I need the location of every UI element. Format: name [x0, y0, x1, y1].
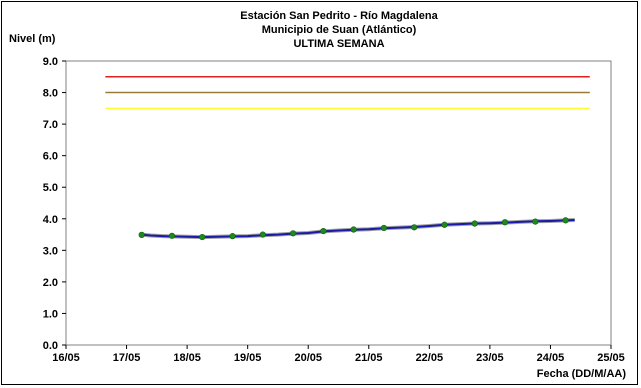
chart-title-line-2: Municipio de Suan (Atlántico) — [262, 24, 417, 36]
x-tick-label: 23/05 — [476, 352, 504, 364]
y-tick-label: 8.0 — [43, 88, 58, 100]
chart-title-line-1: Estación San Pedrito - Río Magdalena — [240, 10, 438, 22]
data-point — [229, 233, 236, 240]
y-axis-label: Nivel (m) — [9, 33, 56, 45]
y-tick-label: 3.0 — [43, 245, 58, 257]
data-point — [199, 233, 206, 241]
data-point — [138, 231, 145, 238]
x-tick-label: 16/05 — [52, 352, 80, 364]
x-tick-label: 19/05 — [234, 352, 262, 364]
data-point — [501, 219, 509, 226]
y-tick-label: 0.0 — [43, 340, 58, 352]
chart-title-line-3: ULTIMA SEMANA — [293, 38, 384, 50]
x-tick-label: 22/05 — [416, 352, 444, 364]
y-tick-label: 7.0 — [43, 119, 58, 131]
plot-area — [65, 60, 612, 346]
y-tick-label: 4.0 — [43, 214, 58, 226]
data-point — [562, 217, 569, 224]
data-point — [380, 224, 388, 232]
x-tick-label: 24/05 — [537, 352, 565, 364]
data-point — [320, 227, 327, 235]
y-tick-label: 5.0 — [43, 182, 58, 194]
series-layer — [138, 217, 575, 241]
data-point — [168, 232, 176, 239]
data-point — [441, 221, 448, 228]
axis-ticks: 0.0 1.0 2.0 3.0 4.0 5.0 6.0 7.0 8.0 9.0 16/05 17/05… — [43, 56, 625, 364]
data-point — [289, 230, 297, 237]
y-tick-label: 2.0 — [43, 277, 58, 289]
y-tick-label: 6.0 — [43, 151, 58, 163]
y-tick-label: 1.0 — [43, 308, 58, 320]
x-axis-label: Fecha (DD/M/AA) — [537, 368, 627, 380]
data-point — [471, 220, 478, 227]
data-point — [532, 218, 539, 225]
x-tick-label: 17/05 — [113, 352, 141, 364]
x-tick-label: 25/05 — [597, 352, 625, 364]
x-tick-label: 21/05 — [355, 352, 383, 364]
data-point — [350, 226, 357, 233]
data-point — [259, 231, 266, 238]
y-tick-label: 9.0 — [43, 56, 58, 68]
x-tick-label: 18/05 — [173, 352, 201, 364]
x-tick-label: 20/05 — [294, 352, 322, 364]
threshold-lines — [105, 76, 590, 110]
data-point — [411, 224, 418, 231]
